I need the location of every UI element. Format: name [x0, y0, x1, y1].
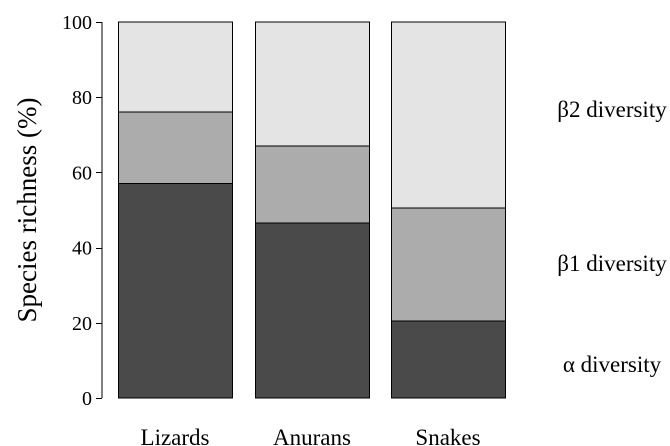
bar-segment-series-2-snakes	[391, 207, 506, 322]
bar-stack-snakes	[391, 21, 506, 399]
y-axis-ticks: 0 20 40 60 80 100	[62, 12, 102, 410]
y-axis-label: Species richness (%)	[12, 98, 42, 323]
y-tick-label: 40	[72, 238, 92, 260]
bar-segment-series-3-lizards	[118, 21, 233, 113]
x-tick-label: Snakes	[415, 425, 480, 446]
legend: β2 diversity β1 diversity α diversity	[557, 97, 667, 377]
y-tick-label: 0	[82, 388, 92, 410]
bar-segment-series-3-anurans	[255, 21, 370, 147]
y-tick-label: 60	[72, 162, 92, 184]
bar-segment-series-3-snakes	[391, 21, 506, 209]
legend-label-series-2: β1 diversity	[557, 251, 667, 276]
bars	[118, 21, 506, 399]
bar-segment-series-2-lizards	[118, 111, 233, 185]
x-tick-label: Anurans	[273, 425, 351, 446]
x-tick-label: Lizards	[141, 425, 210, 446]
y-tick-label: 100	[62, 12, 92, 34]
y-tick-label: 20	[72, 313, 92, 335]
bar-segment-series-1-lizards	[118, 183, 233, 399]
x-axis-labels: Lizards Anurans Snakes	[141, 425, 481, 446]
bar-segment-series-2-anurans	[255, 145, 370, 224]
legend-label-series-1: α diversity	[563, 352, 662, 377]
bar-segment-series-1-anurans	[255, 222, 370, 399]
bar-stack-lizards	[118, 21, 233, 399]
legend-label-series-3: β2 diversity	[557, 97, 667, 122]
bar-segment-series-1-snakes	[391, 320, 506, 399]
bar-stack-anurans	[255, 21, 370, 399]
y-tick-label: 80	[72, 87, 92, 109]
